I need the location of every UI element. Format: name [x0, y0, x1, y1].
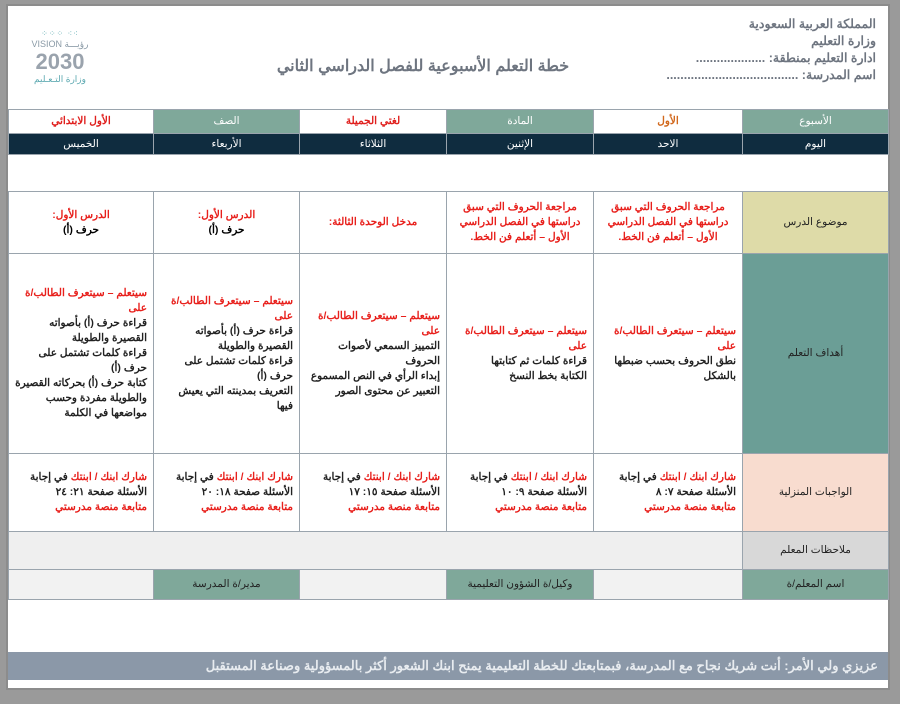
topic-cell: مراجعة الحروف التي سبق دراستها في الفصل … [446, 191, 594, 254]
day-monday: الإثنين [446, 133, 594, 155]
goals-cell: سيتعلم – سيتعرف الطالب/ة على قراءة كلمات … [446, 253, 594, 454]
logo-vision-text: VISION رؤيـــة [31, 39, 89, 49]
subject-label: المادة [446, 109, 594, 134]
week-value: الأول [593, 109, 743, 134]
day-tuesday: الثلاثاء [299, 133, 447, 155]
week-label: الأسبوع [742, 109, 889, 134]
page-title: خطة التعلم الأسبوعية للفصل الدراسي الثان… [276, 58, 570, 75]
topic-cell: مراجعة الحروف التي سبق دراستها في الفصل … [593, 191, 743, 254]
class-value: الأول الابتدائي [8, 109, 154, 134]
goals-cell: سيتعلم – سيتعرف الطالب/ة على قراءة حرف (أ… [8, 253, 154, 454]
logo-dots-icon: ⁘⁘⁘ ⁖⁖ [41, 29, 79, 38]
vision-2030-logo: ⁘⁘⁘ ⁖⁖ VISION رؤيـــة 2030 وزارة التـعـل… [20, 28, 100, 85]
blank-row [8, 154, 889, 192]
principal-field[interactable] [8, 569, 154, 600]
page-header: المملكة العربية السعودية وزارة التعليم ا… [8, 6, 888, 109]
day-header: اليوم [742, 133, 889, 155]
topic-row: موضوع الدرس مراجعة الحروف التي سبق دراست… [8, 191, 889, 254]
spacer [8, 600, 888, 652]
topic-cell: مدخل الوحدة الثالثة: [299, 191, 447, 254]
homework-cell: شارك ابنك / ابنتك في إجابة الأسئلة صفحة ٢… [8, 453, 154, 532]
blank-cell [8, 154, 889, 192]
topic-cell: الدرس الأول: حرف (أ) [8, 191, 154, 254]
topic-label: موضوع الدرس [742, 191, 889, 254]
logo-year: 2030 [35, 49, 85, 74]
deputy-field[interactable] [299, 569, 447, 600]
subject-value: لغتي الجميلة [299, 109, 447, 134]
day-thursday: الخميس [8, 133, 154, 155]
day-wednesday: الأربعاء [153, 133, 300, 155]
notes-label: ملاحظات المعلم [742, 531, 889, 570]
goals-cell: سيتعلم – سيتعرف الطالب/ة على قراءة حرف (أ… [153, 253, 300, 454]
region-field: ادارة التعليم بمنطقة: ..................… [695, 51, 876, 65]
logo-ministry: وزارة التـعـليم [33, 74, 86, 84]
ministry-label: وزارة التعليم [811, 34, 876, 48]
homework-cell: شارك ابنك / ابنتك في إجابة الأسئلة صفحة ١… [153, 453, 300, 532]
topic-cell: الدرس الأول: حرف (أ) [153, 191, 300, 254]
homework-label: الواجبات المنزلية [742, 453, 889, 532]
goals-cell: سيتعلم – سيتعرف الطالب/ة على التمييز السم… [299, 253, 447, 454]
principal-label: مدير/ة المدرسة [153, 569, 300, 600]
teacher-name-label: اسم المعلم/ة [742, 569, 889, 600]
goals-cell: سيتعلم – سيتعرف الطالب/ة على نطق الحروف ب… [593, 253, 743, 454]
kingdom-label: المملكة العربية السعودية [748, 17, 876, 31]
notes-row: ملاحظات المعلم [8, 531, 889, 570]
day-sunday: الاحد [593, 133, 743, 155]
goals-row: أهداف التعلم سيتعلم – سيتعرف الطالب/ة عل… [8, 253, 889, 454]
homework-cell: شارك ابنك / ابنتك في إجابة الأسئلة صفحة ١… [299, 453, 447, 532]
header-ministry-info: المملكة العربية السعودية وزارة التعليم ا… [606, 16, 876, 84]
notes-field[interactable] [8, 531, 743, 570]
teacher-name-field[interactable] [593, 569, 743, 600]
parent-message-banner: عزيزي ولي الأمر: أنت شريك نجاح مع المدرس… [8, 652, 888, 680]
goals-label: أهداف التعلم [742, 253, 889, 454]
homework-row: الواجبات المنزلية شارك ابنك / ابنتك في إ… [8, 453, 889, 532]
deputy-label: وكيل/ة الشؤون التعليمية [446, 569, 594, 600]
homework-cell: شارك ابنك / ابنتك في إجابة الأسئلة صفحة ٩… [446, 453, 594, 532]
school-field: اسم المدرسة: ...........................… [666, 68, 876, 82]
homework-cell: شارك ابنك / ابنتك في إجابة الأسئلة صفحة ٧… [593, 453, 743, 532]
weekly-plan-page: المملكة العربية السعودية وزارة التعليم ا… [6, 4, 890, 690]
info-row: الأسبوع الأول المادة لغتي الجميلة الصف ا… [8, 109, 889, 134]
class-label: الصف [153, 109, 300, 134]
signatures-row: اسم المعلم/ة وكيل/ة الشؤون التعليمية مدي… [8, 569, 889, 600]
days-row: اليوم الاحد الإثنين الثلاثاء الأربعاء ال… [8, 133, 889, 155]
plan-table: الأسبوع الأول المادة لغتي الجميلة الصف ا… [8, 109, 889, 600]
